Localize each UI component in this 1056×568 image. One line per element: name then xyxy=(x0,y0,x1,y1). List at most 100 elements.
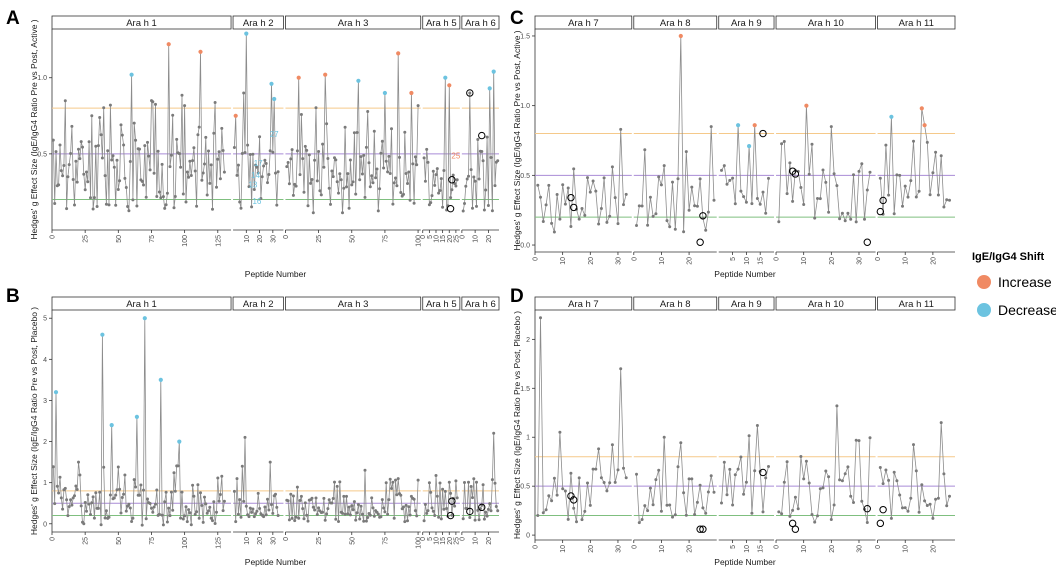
data-point xyxy=(799,186,803,189)
data-point xyxy=(374,176,378,180)
data-point xyxy=(216,476,220,480)
data-point xyxy=(78,157,82,161)
data-point xyxy=(87,140,91,144)
data-point xyxy=(494,505,498,508)
data-point xyxy=(96,144,100,148)
data-point xyxy=(250,510,254,514)
facet-ara-h-11: Ara h 11 0 10 20 xyxy=(875,296,956,553)
data-point xyxy=(135,204,139,208)
data-point xyxy=(731,176,735,180)
data-point xyxy=(366,110,370,113)
data-point xyxy=(218,493,222,496)
facet-ara-h-10: Ara h 10 0 10 20 30 xyxy=(774,15,876,265)
data-point xyxy=(343,512,347,516)
data-point xyxy=(195,510,199,514)
data-point xyxy=(306,204,310,208)
data-point xyxy=(796,169,800,173)
x-axis-title: Peptide Number xyxy=(714,557,776,567)
data-point xyxy=(637,204,641,208)
x-tick-label: 50 xyxy=(116,537,123,545)
facet-ara-h-9: Ara h 9 5 10 15 xyxy=(718,296,775,553)
data-point xyxy=(425,511,429,515)
y-tick-label: 5 xyxy=(43,316,47,323)
facet-strip-label: Ara h 5 xyxy=(426,18,457,29)
data-point xyxy=(860,162,864,166)
data-point xyxy=(416,478,420,482)
data-point xyxy=(857,169,861,173)
data-point xyxy=(827,475,831,479)
data-point xyxy=(846,465,850,469)
facet-ara-h-2: Ara h 2 10 20 30 xyxy=(232,296,284,545)
data-point xyxy=(263,505,267,509)
x-tick-label: 125 xyxy=(215,537,222,549)
data-point xyxy=(390,127,393,131)
facet-strip xyxy=(633,296,718,311)
data-point xyxy=(258,135,262,139)
data-point xyxy=(461,209,465,213)
facet-strip-label: Ara h 11 xyxy=(899,299,934,310)
facet-strip xyxy=(534,296,633,311)
data-point xyxy=(439,177,443,181)
data-point xyxy=(366,516,370,519)
x-tick-label: 10 xyxy=(433,537,440,545)
data-point xyxy=(172,206,176,210)
data-point xyxy=(425,147,429,151)
data-point xyxy=(602,176,606,180)
data-point xyxy=(359,155,363,159)
y-tick-label: 1.0 xyxy=(37,75,47,82)
data-point xyxy=(668,225,672,229)
data-point xyxy=(74,159,78,163)
data-point xyxy=(802,203,806,206)
data-point xyxy=(298,499,302,502)
panel-letter-D: D xyxy=(510,286,524,307)
data-point xyxy=(865,521,869,524)
data-point xyxy=(407,505,411,509)
data-point xyxy=(566,186,570,190)
y-tick-label: 1.5 xyxy=(520,33,530,40)
data-point xyxy=(95,205,99,208)
data-point xyxy=(813,520,817,524)
data-point xyxy=(429,201,433,205)
x-tick-label: 0 xyxy=(283,235,290,239)
data-point xyxy=(426,509,430,513)
data-point xyxy=(698,483,702,487)
data-point xyxy=(785,192,789,196)
data-point xyxy=(416,104,420,108)
data-point xyxy=(160,513,164,517)
data-point xyxy=(857,439,861,443)
facet-strip-label: Ara h 5 xyxy=(426,299,457,310)
data-point xyxy=(928,193,932,197)
data-point xyxy=(168,514,172,518)
data-point xyxy=(487,86,492,91)
data-point xyxy=(854,220,858,224)
highlight-ring xyxy=(699,525,707,533)
data-point xyxy=(493,481,497,485)
panel-D: D 0 0.5 1 1.5 2 Hedges' g Effect Size (IgE/IgG… xyxy=(510,286,956,567)
data-point xyxy=(722,460,726,464)
data-point xyxy=(146,497,149,501)
x-tick-label: 25 xyxy=(316,235,323,243)
data-point xyxy=(481,483,485,487)
data-point xyxy=(207,149,210,153)
facet-strip-label: Ara h 9 xyxy=(731,299,762,310)
data-point xyxy=(475,204,478,208)
data-point xyxy=(189,174,193,177)
data-point xyxy=(351,180,355,184)
data-point xyxy=(196,133,200,137)
x-tick-label: 0 xyxy=(875,257,882,261)
data-point xyxy=(112,496,116,500)
data-point xyxy=(486,507,490,511)
x-tick-label: 20 xyxy=(687,257,694,265)
data-point xyxy=(619,127,623,131)
data-point xyxy=(356,78,361,83)
data-point xyxy=(289,157,293,161)
data-point xyxy=(132,478,136,482)
data-point xyxy=(580,518,584,522)
data-point xyxy=(577,476,581,480)
x-tick-label: 0 xyxy=(420,235,427,239)
data-point xyxy=(865,188,869,192)
data-point xyxy=(712,490,716,494)
series-line xyxy=(778,405,871,524)
data-point xyxy=(82,522,86,526)
